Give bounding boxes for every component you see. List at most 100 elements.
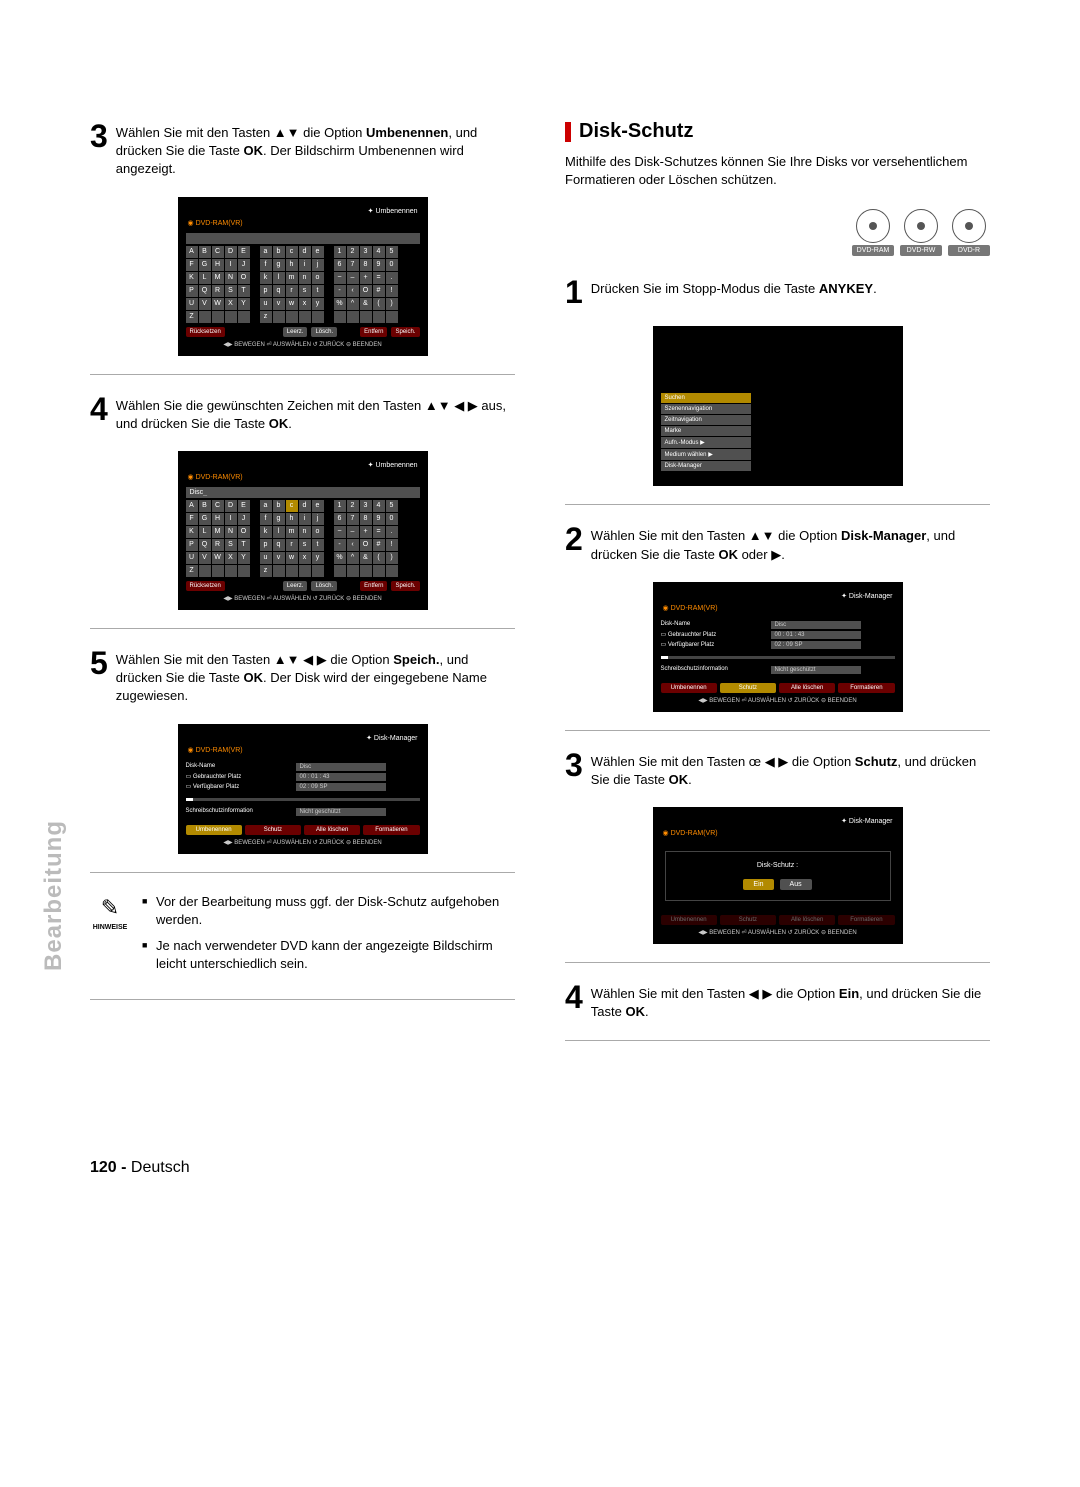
shot-title-text: Disk-Manager: [849, 593, 893, 600]
kb-caps-grid: ABCDEFGHIJKLMNOPQRSTUVWXYZ: [186, 500, 250, 577]
help-bar: ◀▶ BEWEGEN ⏎ AUSWÄHLEN ↺ ZURÜCK ⊖ BEENDE…: [178, 835, 428, 846]
shot-device: ◉ DVD-RAM(VR): [653, 827, 903, 841]
step-text: Wählen Sie mit den Tasten ▲▼ die Option …: [591, 523, 990, 563]
disc-text-area: Disc_: [186, 487, 420, 498]
note-item: Je nach verwendeter DVD kann der angezei…: [142, 937, 515, 973]
dm-btn-delall: Alle löschen: [779, 915, 835, 925]
shot-device: ◉ DVD-RAM(VR): [653, 602, 903, 616]
disc-text-area: [186, 233, 420, 244]
dm-val: Nicht geschützt: [771, 666, 861, 674]
page-footer: 120 - Deutsch: [90, 1159, 990, 1177]
disc-icon-ram: DVD-RAM: [852, 209, 894, 256]
kb-btn-space: Leerz.: [283, 327, 308, 337]
shot-device-text: DVD-RAM(VR): [196, 220, 243, 227]
rename-screenshot-1: ✦ Umbenennen ◉ DVD-RAM(VR) ABCDEFGHIJKLM…: [178, 197, 428, 356]
step-text: Drücken Sie im Stopp-Modus die Taste ANY…: [591, 276, 877, 308]
shot-title: ✦ Disk-Manager: [653, 590, 903, 602]
section-title: Disk-Schutz: [565, 120, 990, 143]
shot-device: ◉ DVD-RAM(VR): [178, 217, 428, 231]
kb-low-grid: abcdefghijklmnopqrstuvwxyz: [260, 246, 324, 323]
step-text: Wählen Sie die gewünschten Zeichen mit d…: [116, 393, 515, 433]
kb-num-grid: 1234567890~–+=.-‹O#!%^&(): [334, 246, 398, 323]
kb-footer: Rücksetzen Leerz. Lösch. Entfern Speich.: [178, 323, 428, 337]
usage-bar: [661, 656, 895, 659]
kb-btn-remove: Entfern: [360, 327, 387, 337]
shot-title: ✦ Disk-Manager: [653, 815, 903, 827]
divider: [90, 999, 515, 1000]
notes-list: Vor der Bearbeitung muss ggf. der Disk-S…: [142, 893, 515, 982]
step-number: 1: [565, 276, 583, 308]
divider: [565, 504, 990, 505]
help-bar: ◀▶ BEWEGEN ⏎ AUSWÄHLEN ↺ ZURÜCK ⊖ BEENDE…: [178, 591, 428, 602]
divider: [565, 962, 990, 963]
dm-rows: Disk-NameDisc ▭ Gebrauchter Platz00 : 01…: [178, 758, 428, 796]
dm-btn-protect: Schutz: [720, 915, 776, 925]
dm-val: 02 : 09 SP: [771, 641, 861, 649]
page-lang: Deutsch: [131, 1159, 190, 1176]
step-text: Wählen Sie mit den Tasten ◀ ▶ die Option…: [591, 981, 990, 1021]
note-label: HINWEISE: [90, 923, 130, 933]
keyboard-row: ABCDEFGHIJKLMNOPQRSTUVWXYZ abcdefghijklm…: [178, 500, 428, 577]
disk-manager-screenshot: ✦ Disk-Manager ◉ DVD-RAM(VR) Disk-NameDi…: [178, 724, 428, 854]
disc-icons: DVD-RAM DVD-RW DVD-R: [565, 209, 990, 256]
divider: [90, 872, 515, 873]
protect-btn-on: Ein: [743, 879, 773, 890]
shot-device-text: DVD-RAM(VR): [671, 830, 718, 837]
dm-val: 02 : 09 SP: [296, 783, 386, 791]
page-number: 120 -: [90, 1159, 126, 1176]
kb-btn-delete: Lösch.: [311, 581, 337, 591]
dm-btn-delall: Alle löschen: [779, 683, 835, 693]
kb-btn-reset: Rücksetzen: [186, 327, 225, 337]
disc-label: DVD-RW: [900, 245, 942, 256]
step-number: 3: [565, 749, 583, 789]
kb-btn-space: Leerz.: [283, 581, 308, 591]
dm-rows: SchreibschutzinformationNicht geschützt: [653, 661, 903, 679]
step-number: 2: [565, 523, 583, 563]
protect-dialog-screenshot: ✦ Disk-Manager ◉ DVD-RAM(VR) Disk-Schutz…: [653, 807, 903, 944]
disc-icon-r: DVD-R: [948, 209, 990, 256]
pencil-icon: ✎: [90, 893, 130, 924]
kb-btn-save: Speich.: [391, 327, 419, 337]
content-columns: 3 Wählen Sie mit den Tasten ▲▼ die Optio…: [90, 120, 990, 1059]
anykey-menu-screenshot: SuchenSzenennavigationZeitnavigationMark…: [653, 326, 903, 486]
dm-val: 00 : 01 : 43: [771, 631, 861, 639]
step-text: Wählen Sie mit den Tasten ▲▼ ◀ ▶ die Opt…: [116, 647, 515, 706]
intro-text: Mithilfe des Disk-Schutzes können Sie Ih…: [565, 153, 990, 189]
divider: [565, 1040, 990, 1041]
dm-btn-rename: Umbenennen: [186, 825, 242, 835]
shot-device-text: DVD-RAM(VR): [196, 474, 243, 481]
step-3-left: 3 Wählen Sie mit den Tasten ▲▼ die Optio…: [90, 120, 515, 179]
step-number: 5: [90, 647, 108, 706]
side-tab: Bearbeitung: [40, 820, 68, 971]
step-number: 4: [90, 393, 108, 433]
heading: Disk-Schutz: [579, 120, 693, 143]
disk-manager-screenshot-2: ✦ Disk-Manager ◉ DVD-RAM(VR) Disk-Name Di…: [653, 582, 903, 712]
note-item: Vor der Bearbeitung muss ggf. der Disk-S…: [142, 893, 515, 929]
kb-footer: Rücksetzen Leerz. Lösch. Entfern Speich.: [178, 577, 428, 591]
divider: [90, 374, 515, 375]
shot-title-text: Umbenennen: [375, 208, 417, 215]
dm-buttons-dim: Umbenennen Schutz Alle löschen Formatier…: [653, 911, 903, 925]
anykey-menu: SuchenSzenennavigationZeitnavigationMark…: [661, 393, 751, 472]
disc-text: Disc: [190, 489, 204, 496]
dm-val: 00 : 01 : 43: [296, 773, 386, 781]
shot-title-text: Umbenennen: [375, 462, 417, 469]
kb-num-grid: 1234567890~–+=.-‹O#!%^&(): [334, 500, 398, 577]
step-1-right: 1 Drücken Sie im Stopp-Modus die Taste A…: [565, 276, 990, 308]
step-text: Wählen Sie mit den Tasten œ ◀ ▶ die Opti…: [591, 749, 990, 789]
left-column: 3 Wählen Sie mit den Tasten ▲▼ die Optio…: [90, 120, 515, 1059]
dm-lbl: Disk-Name: [661, 621, 771, 629]
help-bar: ◀▶ BEWEGEN ⏎ AUSWÄHLEN ↺ ZURÜCK ⊖ BEENDE…: [178, 337, 428, 348]
help-bar: ◀▶ BEWEGEN ⏎ AUSWÄHLEN ↺ ZURÜCK ⊖ BEENDE…: [653, 693, 903, 704]
dm-lbl: Verfügbarer Platz: [668, 642, 714, 648]
shot-device-text: DVD-RAM(VR): [671, 605, 718, 612]
shot-device: ◉ DVD-RAM(VR): [178, 744, 428, 758]
dm-btn-protect: Schutz: [720, 683, 776, 693]
dm-val: Disc: [296, 763, 386, 771]
protect-dialog-buttons: Ein Aus: [676, 879, 880, 890]
step-number: 3: [90, 120, 108, 179]
kb-btn-remove: Entfern: [360, 581, 387, 591]
kb-caps-grid: ABCDEFGHIJKLMNOPQRSTUVWXYZ: [186, 246, 250, 323]
disc-icon-rw: DVD-RW: [900, 209, 942, 256]
dm-btn-format: Formatieren: [838, 683, 894, 693]
